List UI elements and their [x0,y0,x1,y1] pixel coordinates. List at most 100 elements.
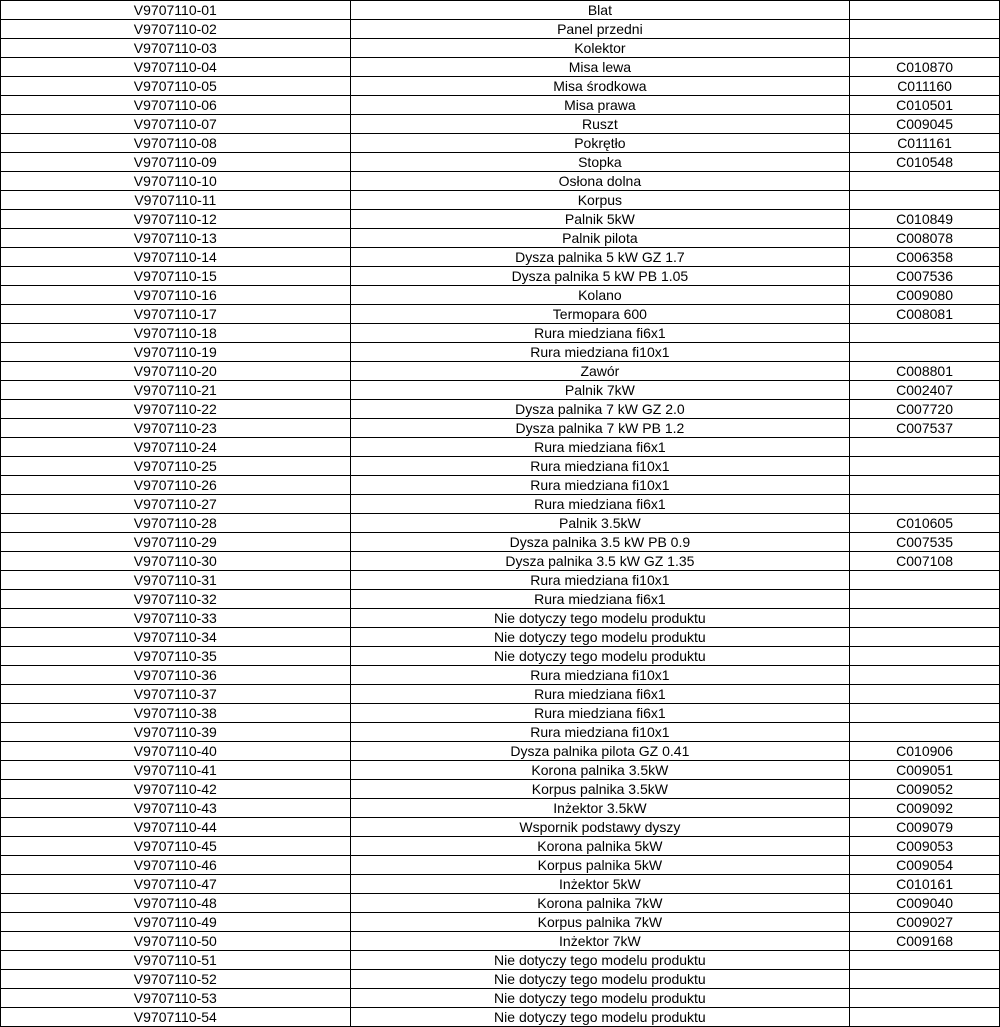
part-reference-cell: C009092 [850,799,1000,818]
part-code-cell: V9707110-37 [1,685,351,704]
table-row: V9707110-47Inżektor 5kWC010161 [1,875,1000,894]
part-reference-cell [850,970,1000,989]
table-row: V9707110-18Rura miedziana fi6x1 [1,324,1000,343]
part-reference-cell: C009053 [850,837,1000,856]
part-code-cell: V9707110-03 [1,39,351,58]
part-description-cell: Dysza palnika 7 kW GZ 2.0 [350,400,850,419]
table-row: V9707110-35Nie dotyczy tego modelu produ… [1,647,1000,666]
part-code-cell: V9707110-11 [1,191,351,210]
part-description-cell: Misa prawa [350,96,850,115]
part-code-cell: V9707110-49 [1,913,351,932]
part-reference-cell: C010870 [850,58,1000,77]
part-code-cell: V9707110-44 [1,818,351,837]
table-row: V9707110-40Dysza palnika pilota GZ 0.41C… [1,742,1000,761]
part-reference-cell: C007720 [850,400,1000,419]
table-row: V9707110-03Kolektor [1,39,1000,58]
part-reference-cell [850,685,1000,704]
part-reference-cell [850,20,1000,39]
part-description-cell: Dysza palnika 5 kW PB 1.05 [350,267,850,286]
part-code-cell: V9707110-46 [1,856,351,875]
part-reference-cell [850,172,1000,191]
part-reference-cell: C009052 [850,780,1000,799]
table-row: V9707110-48Korona palnika 7kWC009040 [1,894,1000,913]
part-description-cell: Rura miedziana fi6x1 [350,685,850,704]
part-reference-cell: C009168 [850,932,1000,951]
part-code-cell: V9707110-07 [1,115,351,134]
part-description-cell: Dysza palnika 3.5 kW PB 0.9 [350,533,850,552]
part-description-cell: Nie dotyczy tego modelu produktu [350,970,850,989]
part-description-cell: Pokrętło [350,134,850,153]
part-description-cell: Rura miedziana fi6x1 [350,495,850,514]
part-description-cell: Termopara 600 [350,305,850,324]
table-row: V9707110-20ZawórC008801 [1,362,1000,381]
part-description-cell: Dysza palnika 3.5 kW GZ 1.35 [350,552,850,571]
part-code-cell: V9707110-23 [1,419,351,438]
table-row: V9707110-17Termopara 600C008081 [1,305,1000,324]
part-code-cell: V9707110-16 [1,286,351,305]
part-reference-cell: C007536 [850,267,1000,286]
part-description-cell: Panel przedni [350,20,850,39]
table-row: V9707110-25Rura miedziana fi10x1 [1,457,1000,476]
part-code-cell: V9707110-50 [1,932,351,951]
part-description-cell: Ruszt [350,115,850,134]
part-description-cell: Rura miedziana fi6x1 [350,590,850,609]
table-row: V9707110-36Rura miedziana fi10x1 [1,666,1000,685]
table-row: V9707110-42Korpus palnika 3.5kWC009052 [1,780,1000,799]
part-reference-cell [850,438,1000,457]
table-row: V9707110-31Rura miedziana fi10x1 [1,571,1000,590]
part-code-cell: V9707110-14 [1,248,351,267]
part-description-cell: Palnik 3.5kW [350,514,850,533]
part-code-cell: V9707110-32 [1,590,351,609]
part-code-cell: V9707110-21 [1,381,351,400]
part-code-cell: V9707110-36 [1,666,351,685]
part-description-cell: Osłona dolna [350,172,850,191]
table-row: V9707110-27Rura miedziana fi6x1 [1,495,1000,514]
table-row: V9707110-26Rura miedziana fi10x1 [1,476,1000,495]
part-reference-cell [850,476,1000,495]
table-row: V9707110-21Palnik 7kWC002407 [1,381,1000,400]
part-reference-cell: C009051 [850,761,1000,780]
parts-table: V9707110-01BlatV9707110-02Panel przedniV… [0,0,1000,1027]
table-row: V9707110-13Palnik pilotaC008078 [1,229,1000,248]
part-code-cell: V9707110-01 [1,1,351,20]
part-description-cell: Nie dotyczy tego modelu produktu [350,628,850,647]
part-description-cell: Rura miedziana fi10x1 [350,723,850,742]
part-description-cell: Wspornik podstawy dyszy [350,818,850,837]
part-reference-cell [850,1,1000,20]
part-description-cell: Korona palnika 7kW [350,894,850,913]
part-reference-cell [850,628,1000,647]
table-row: V9707110-08PokrętłoC011161 [1,134,1000,153]
table-row: V9707110-46Korpus palnika 5kWC009054 [1,856,1000,875]
part-description-cell: Misa lewa [350,58,850,77]
part-code-cell: V9707110-05 [1,77,351,96]
part-description-cell: Kolektor [350,39,850,58]
part-reference-cell [850,647,1000,666]
part-code-cell: V9707110-12 [1,210,351,229]
part-reference-cell [850,666,1000,685]
part-description-cell: Rura miedziana fi10x1 [350,343,850,362]
part-description-cell: Stopka [350,153,850,172]
table-row: V9707110-24Rura miedziana fi6x1 [1,438,1000,457]
part-reference-cell: C002407 [850,381,1000,400]
part-code-cell: V9707110-29 [1,533,351,552]
part-description-cell: Nie dotyczy tego modelu produktu [350,647,850,666]
part-code-cell: V9707110-42 [1,780,351,799]
table-row: V9707110-39Rura miedziana fi10x1 [1,723,1000,742]
part-reference-cell [850,457,1000,476]
table-row: V9707110-52Nie dotyczy tego modelu produ… [1,970,1000,989]
part-code-cell: V9707110-09 [1,153,351,172]
part-code-cell: V9707110-35 [1,647,351,666]
part-reference-cell [850,495,1000,514]
part-code-cell: V9707110-15 [1,267,351,286]
part-code-cell: V9707110-20 [1,362,351,381]
part-reference-cell: C011161 [850,134,1000,153]
part-code-cell: V9707110-30 [1,552,351,571]
part-reference-cell: C009054 [850,856,1000,875]
part-reference-cell [850,324,1000,343]
part-reference-cell: C008081 [850,305,1000,324]
part-code-cell: V9707110-51 [1,951,351,970]
table-row: V9707110-53Nie dotyczy tego modelu produ… [1,989,1000,1008]
table-row: V9707110-44Wspornik podstawy dyszyC00907… [1,818,1000,837]
table-row: V9707110-05Misa środkowaC011160 [1,77,1000,96]
part-description-cell: Nie dotyczy tego modelu produktu [350,609,850,628]
